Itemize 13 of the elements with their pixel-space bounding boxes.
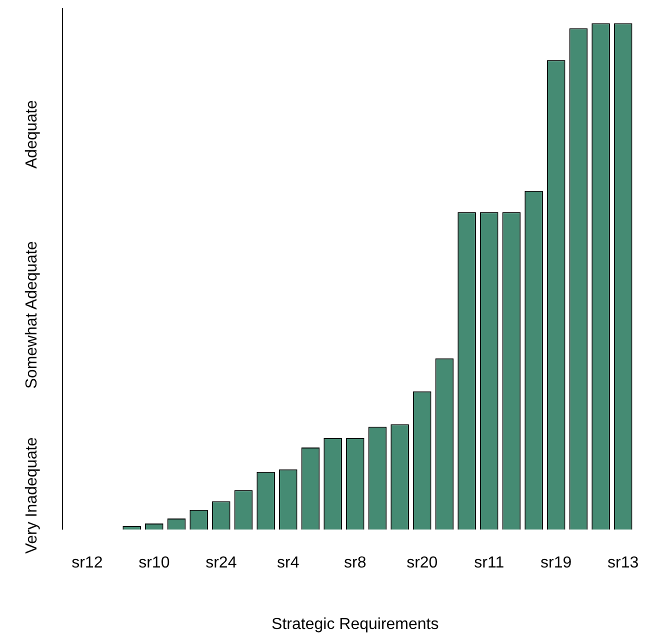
x-tick-label: sr19 [540, 554, 572, 572]
x-tick-label: sr11 [474, 554, 504, 572]
text: Adequate [23, 100, 40, 169]
text: Very Inadequate [23, 437, 40, 554]
x-tick-label: sr12 [72, 554, 103, 572]
x-tick-label: sr8 [344, 554, 366, 572]
x-axis-title: Strategic Requirements [272, 616, 439, 633]
x-tick-label: sr20 [406, 554, 438, 572]
x-tick-label: sr13 [608, 554, 639, 572]
text: Somewhat Adequate [23, 240, 40, 389]
x-tick-label: sr24 [206, 554, 237, 572]
x-tick-label: sr10 [138, 554, 170, 572]
x-tick-label: sr4 [277, 554, 300, 572]
